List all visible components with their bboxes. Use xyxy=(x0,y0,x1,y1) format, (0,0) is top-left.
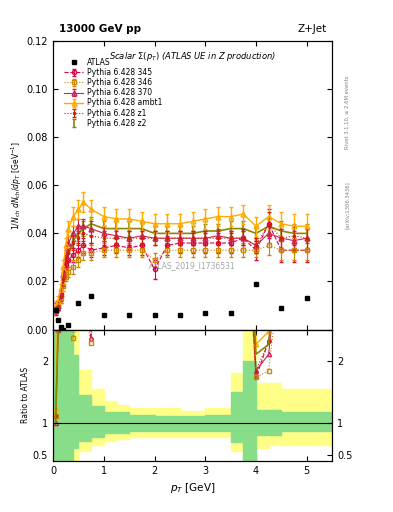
ATLAS xyxy=(76,300,81,306)
Text: ATLAS_2019_I1736531: ATLAS_2019_I1736531 xyxy=(149,262,236,271)
Text: Scalar $\Sigma(p_T)$ (ATLAS UE in Z production): Scalar $\Sigma(p_T)$ (ATLAS UE in Z prod… xyxy=(109,50,276,62)
Text: Z+Jet: Z+Jet xyxy=(297,24,327,34)
ATLAS xyxy=(58,324,63,330)
Text: 13000 GeV pp: 13000 GeV pp xyxy=(59,24,141,34)
Y-axis label: Ratio to ATLAS: Ratio to ATLAS xyxy=(21,367,30,423)
Text: Rivet 3.1.10, ≥ 2.6M events: Rivet 3.1.10, ≥ 2.6M events xyxy=(345,76,350,150)
Y-axis label: $1/N_\mathrm{ch}\ dN_\mathrm{ch}/dp_T\ [\mathrm{GeV}^{-1}]$: $1/N_\mathrm{ch}\ dN_\mathrm{ch}/dp_T\ [… xyxy=(9,141,24,230)
Legend: ATLAS, Pythia 6.428 345, Pythia 6.428 346, Pythia 6.428 370, Pythia 6.428 ambt1,: ATLAS, Pythia 6.428 345, Pythia 6.428 34… xyxy=(62,56,164,129)
ATLAS xyxy=(66,322,71,328)
ATLAS xyxy=(178,312,182,318)
ATLAS xyxy=(101,312,106,318)
Line: ATLAS: ATLAS xyxy=(53,282,309,332)
X-axis label: $p_T\ [\mathrm{GeV}]$: $p_T\ [\mathrm{GeV}]$ xyxy=(170,481,215,495)
ATLAS xyxy=(304,295,309,302)
ATLAS xyxy=(228,310,233,316)
ATLAS xyxy=(253,281,258,287)
ATLAS xyxy=(53,307,58,313)
ATLAS xyxy=(61,327,66,333)
ATLAS xyxy=(127,312,132,318)
ATLAS xyxy=(152,312,157,318)
Text: [arXiv:1306.3436]: [arXiv:1306.3436] xyxy=(345,181,350,229)
ATLAS xyxy=(279,305,284,311)
ATLAS xyxy=(89,293,94,299)
ATLAS xyxy=(203,310,208,316)
ATLAS xyxy=(56,317,61,323)
